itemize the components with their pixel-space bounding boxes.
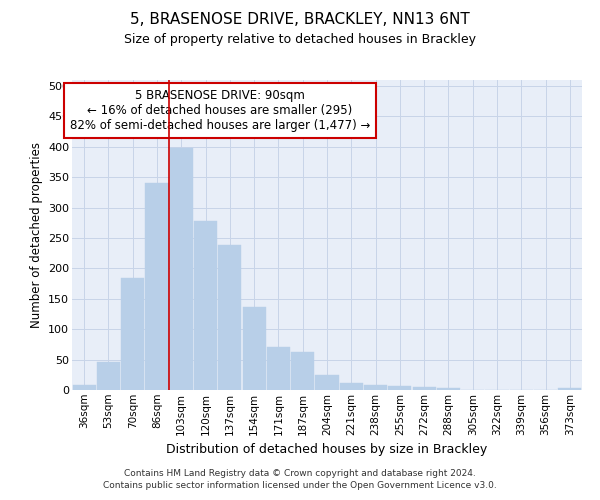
Bar: [559, 388, 581, 390]
Bar: [73, 385, 95, 390]
Text: Contains HM Land Registry data © Crown copyright and database right 2024.: Contains HM Land Registry data © Crown c…: [124, 468, 476, 477]
Bar: [97, 362, 120, 390]
Bar: [218, 246, 241, 390]
Text: Size of property relative to detached houses in Brackley: Size of property relative to detached ho…: [124, 32, 476, 46]
Bar: [267, 348, 290, 390]
X-axis label: Distribution of detached houses by size in Brackley: Distribution of detached houses by size …: [166, 443, 488, 456]
Bar: [121, 278, 144, 390]
Bar: [413, 387, 436, 390]
Bar: [437, 388, 460, 390]
Bar: [291, 352, 314, 390]
Bar: [316, 375, 338, 390]
Bar: [170, 148, 193, 390]
Text: Contains public sector information licensed under the Open Government Licence v3: Contains public sector information licen…: [103, 481, 497, 490]
Text: 5, BRASENOSE DRIVE, BRACKLEY, NN13 6NT: 5, BRASENOSE DRIVE, BRACKLEY, NN13 6NT: [130, 12, 470, 28]
Bar: [194, 221, 217, 390]
Bar: [388, 386, 412, 390]
Y-axis label: Number of detached properties: Number of detached properties: [29, 142, 43, 328]
Bar: [145, 184, 169, 390]
Bar: [364, 385, 387, 390]
Bar: [340, 382, 363, 390]
Text: 5 BRASENOSE DRIVE: 90sqm
← 16% of detached houses are smaller (295)
82% of semi-: 5 BRASENOSE DRIVE: 90sqm ← 16% of detach…: [70, 90, 370, 132]
Bar: [242, 306, 266, 390]
